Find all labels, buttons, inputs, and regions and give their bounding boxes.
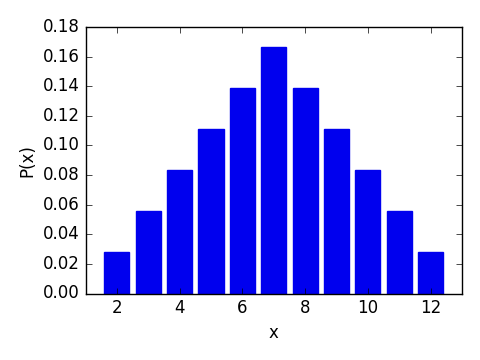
Bar [355, 170, 381, 293]
Bar [198, 129, 224, 293]
Bar [230, 88, 255, 293]
Bar [293, 88, 318, 293]
Bar [136, 211, 161, 293]
Y-axis label: P(x): P(x) [18, 144, 36, 177]
Bar [104, 252, 130, 293]
X-axis label: x: x [269, 324, 279, 342]
Bar [167, 170, 192, 293]
Bar [324, 129, 349, 293]
Bar [418, 252, 443, 293]
Bar [387, 211, 412, 293]
Bar [261, 47, 286, 293]
